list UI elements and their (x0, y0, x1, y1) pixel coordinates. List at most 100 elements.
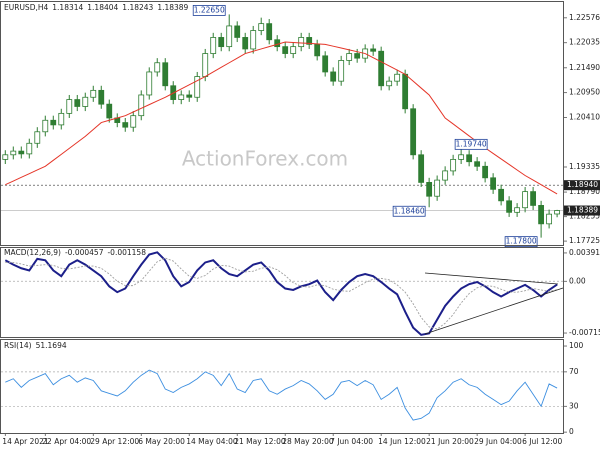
candle-body (90, 89, 97, 98)
header-low: 1.18243 (122, 3, 153, 12)
moving-average (5, 41, 558, 195)
x-tick-label: 6 Jul 12:00 (522, 437, 562, 446)
candle-body (522, 191, 529, 209)
candle-body (122, 122, 129, 128)
candle-body (386, 80, 393, 87)
header-close: 1.18389 (157, 3, 188, 12)
candle-body (410, 108, 417, 156)
y-tick-label: 100 (569, 341, 584, 350)
macd-header: MACD(12,26,9) -0.000457 -0.001158 (4, 248, 146, 257)
candle-body (514, 207, 521, 213)
candle-body (178, 94, 185, 100)
candle-body (306, 37, 313, 45)
y-tick-label: 1.18790 (569, 187, 600, 196)
candle-body (186, 94, 193, 98)
y-tick-label: -0.007152 (569, 328, 600, 337)
annotation-label: 1.22650 (194, 5, 225, 14)
candle-body (282, 46, 289, 54)
candle-body (298, 37, 305, 48)
x-tick-label: 7 Jun 04:00 (330, 437, 373, 446)
y-tick-label: 30 (569, 401, 579, 410)
y-tick-label: 1.20410 (569, 113, 600, 122)
annotation-box (454, 138, 488, 150)
annotation-box (392, 205, 426, 217)
candle-body (370, 48, 377, 52)
candle-body (74, 99, 81, 107)
y-tick-label: 0.00 (569, 276, 586, 285)
watermark: ActionForex.com (182, 147, 348, 171)
y-tick-label: 1.21490 (569, 63, 600, 72)
candle-body (338, 60, 345, 82)
symbol: EURUSD,H4 (4, 3, 48, 12)
price-tag-label: 1.18389 (567, 206, 598, 215)
annotation-label: 1.17800 (506, 237, 537, 246)
candle-body (314, 43, 321, 57)
candle-body (474, 161, 481, 167)
rsi-line (5, 369, 558, 421)
candle-body (218, 37, 225, 48)
candle-body (554, 210, 561, 215)
candle-body (330, 71, 337, 82)
y-tick-label: 70 (569, 367, 579, 376)
candle-body (226, 25, 233, 48)
candle-body (162, 62, 169, 87)
candle-body (394, 73, 401, 82)
candle-body (242, 37, 249, 50)
y-tick-label: 1.17725 (569, 236, 600, 245)
candle-body (98, 89, 105, 105)
candle-body (26, 142, 33, 155)
x-tick-label: 21 Jun 20:00 (426, 437, 474, 446)
x-tick-label: 6 May 20:00 (138, 437, 185, 446)
candle-body (258, 23, 265, 31)
candle-body (130, 115, 137, 128)
x-tick-label: 21 May 12:00 (234, 437, 286, 446)
candle-body (498, 188, 505, 202)
rsi-title: RSI(14) (4, 341, 32, 350)
level-tag-label: 1.18940 (567, 180, 598, 189)
candle-body (210, 37, 217, 54)
candle-body (146, 71, 153, 96)
y-tick-label: 1.22576 (569, 13, 600, 22)
candle-body (530, 191, 537, 206)
candle-body (426, 182, 433, 197)
candle-body (154, 62, 161, 73)
macd-signal-value: -0.001158 (107, 248, 146, 257)
annotation-box (504, 236, 538, 248)
annotation-label: 1.18460 (394, 206, 425, 215)
header-open: 1.18314 (52, 3, 83, 12)
candle-body (106, 103, 113, 119)
candle-body (274, 39, 281, 48)
candle-body (450, 158, 457, 172)
y-tick-label: 1.18255 (569, 212, 600, 221)
macd-trend-line (424, 287, 564, 335)
candle-body (50, 119, 57, 126)
candle-body (266, 23, 273, 41)
candle-body (506, 200, 513, 213)
candle-body (138, 94, 145, 117)
y-tick-label: 1.20950 (569, 88, 600, 97)
x-tick-label: 14 Apr 2021 (2, 437, 49, 446)
y-tick-label: 1.19335 (569, 162, 600, 171)
candle-body (18, 150, 25, 155)
candle-body (66, 99, 73, 114)
level-tag (564, 180, 600, 191)
candle-body (466, 154, 473, 163)
candle-body (34, 131, 41, 144)
price-panel-frame (0, 1, 564, 246)
x-tick-label: 14 Jun 12:00 (378, 437, 426, 446)
plot-layer: 1.22576 1.22035 1.21490 1.20950 1.20410 1.193… (1, 5, 600, 446)
macd-title: MACD(12,26,9) (4, 248, 61, 257)
candle-body (354, 53, 361, 59)
candle-body (538, 205, 545, 225)
rsi-value: 51.1694 (36, 341, 67, 350)
x-tick-label: 14 May 04:00 (186, 437, 238, 446)
price-header: EURUSD,H4 1.18314 1.18404 1.18243 1.18389 (4, 3, 189, 12)
candle-body (402, 73, 409, 110)
candle-body (234, 25, 241, 38)
x-tick-label: 29 Apr 12:00 (90, 437, 139, 446)
candle-body (378, 50, 385, 87)
y-tick-label: 1.22035 (569, 38, 600, 47)
candle-body (194, 76, 201, 98)
candle-body (42, 119, 49, 133)
x-tick-label: 28 May 20:00 (282, 437, 334, 446)
